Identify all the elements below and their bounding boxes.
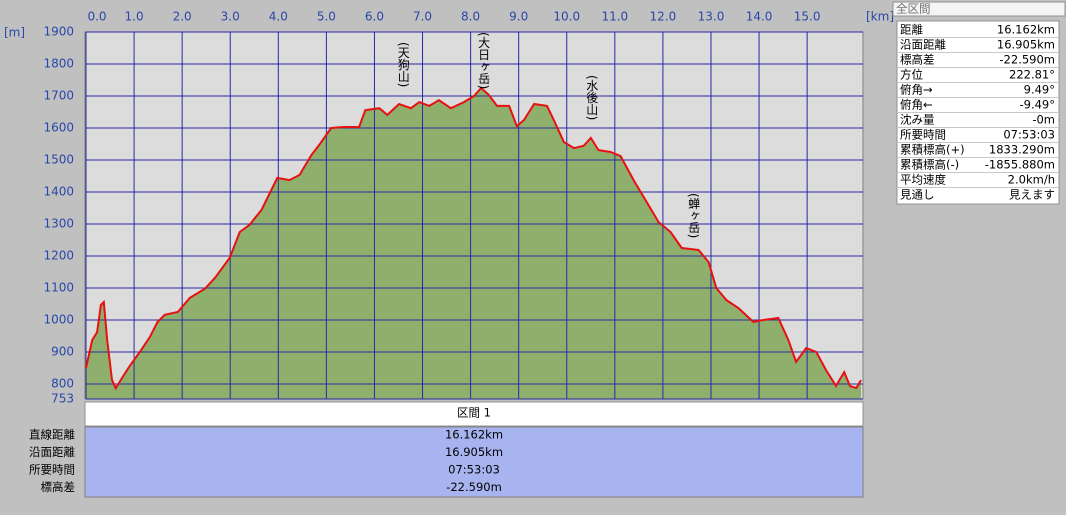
y-tick-label: 1700 [43, 88, 74, 102]
x-tick-label: 1.0 [125, 10, 144, 24]
panel-value: 07:53:03 [1003, 128, 1055, 142]
x-tick-label: 9.0 [509, 10, 528, 24]
panel-value: -22.590m [999, 53, 1055, 67]
row-label: 所要時間 [29, 463, 75, 477]
panel-label: 所要時間 [900, 128, 946, 142]
panel-value: -9.49° [1019, 98, 1055, 112]
row-label: 直線距離 [29, 428, 75, 442]
panel-label: 方位 [900, 68, 923, 82]
panel-label: 標高差 [900, 53, 935, 67]
section-header: 区間 1 [457, 406, 491, 420]
x-tick-label: 11.0 [601, 10, 628, 24]
peak-label: (大日ヶ岳) [477, 32, 491, 89]
section-header-box [84, 401, 864, 427]
peak-label: (天狗山) [396, 42, 410, 87]
y-tick-label: 800 [51, 376, 74, 390]
x-tick-label: 12.0 [650, 10, 677, 24]
panel-label: 平均速度 [900, 173, 946, 187]
peak-label: (蝉ヶ岳) [687, 193, 701, 238]
profile-line [85, 86, 862, 391]
panel-label: 俯角→ [900, 83, 933, 97]
x-tick-label: 3.0 [221, 10, 240, 24]
row-value: 16.905km [445, 445, 503, 459]
y-tick-label: 1800 [43, 56, 74, 70]
panel-label: 見通し [900, 188, 935, 202]
panel-label: 累積標高(-) [900, 158, 959, 172]
row-value: 16.162km [445, 428, 503, 442]
x-tick-label: 0.0 [87, 10, 106, 24]
section-values-box [84, 426, 864, 498]
row-value: 07:53:03 [448, 463, 500, 477]
y-tick-label: 1600 [43, 120, 74, 134]
row-label: 沿面距離 [29, 445, 75, 459]
y-tick-label: 1900 [43, 25, 74, 39]
panel-label: 距離 [900, 23, 923, 37]
panel-value: 1833.290m [989, 143, 1055, 157]
y-tick-label: 1300 [43, 216, 74, 230]
x-tick-label: 13.0 [698, 10, 725, 24]
y-tick-label: 900 [51, 344, 74, 358]
y-tick-label: 1500 [43, 152, 74, 166]
panel-value: -0m [1032, 113, 1055, 127]
row-value: -22.590m [446, 480, 502, 494]
panel-label: 俯角← [900, 98, 933, 112]
x-tick-label: 8.0 [461, 10, 480, 24]
x-unit: [km] [866, 10, 894, 24]
panel-label: 沈み量 [900, 113, 935, 127]
panel-value: 2.0km/h [1008, 173, 1055, 187]
y-tick-label: 1000 [43, 312, 74, 326]
x-tick-label: 7.0 [413, 10, 432, 24]
x-tick-label: 4.0 [269, 10, 288, 24]
panel-value: 9.49° [1024, 83, 1055, 97]
profile-area [86, 88, 861, 399]
panel-title-box [892, 1, 1066, 17]
y-unit: [m] [4, 26, 25, 40]
panel-label: 累積標高(+) [900, 143, 965, 157]
panel-value: 222.81° [1009, 68, 1055, 82]
panel-label: 沿面距離 [900, 38, 946, 52]
panel-value: -1855.880m [985, 158, 1055, 172]
panel-title: 全区間 [896, 2, 931, 16]
peak-label: (水後山) [585, 75, 599, 120]
x-tick-label: 6.0 [365, 10, 384, 24]
row-label: 標高差 [41, 480, 76, 494]
panel-value: 見えます [1009, 188, 1055, 202]
panel-value: 16.162km [997, 23, 1055, 37]
y-tick-label: 1100 [43, 280, 74, 294]
x-tick-label: 2.0 [173, 10, 192, 24]
y-tick-label: 1400 [43, 184, 74, 198]
y-tick-label: 753 [51, 392, 74, 406]
x-tick-label: 15.0 [794, 10, 821, 24]
panel-value: 16.905km [997, 38, 1055, 52]
x-tick-label: 5.0 [317, 10, 336, 24]
x-tick-label: 10.0 [553, 10, 580, 24]
y-tick-label: 1200 [43, 248, 74, 262]
x-tick-label: 14.0 [746, 10, 773, 24]
